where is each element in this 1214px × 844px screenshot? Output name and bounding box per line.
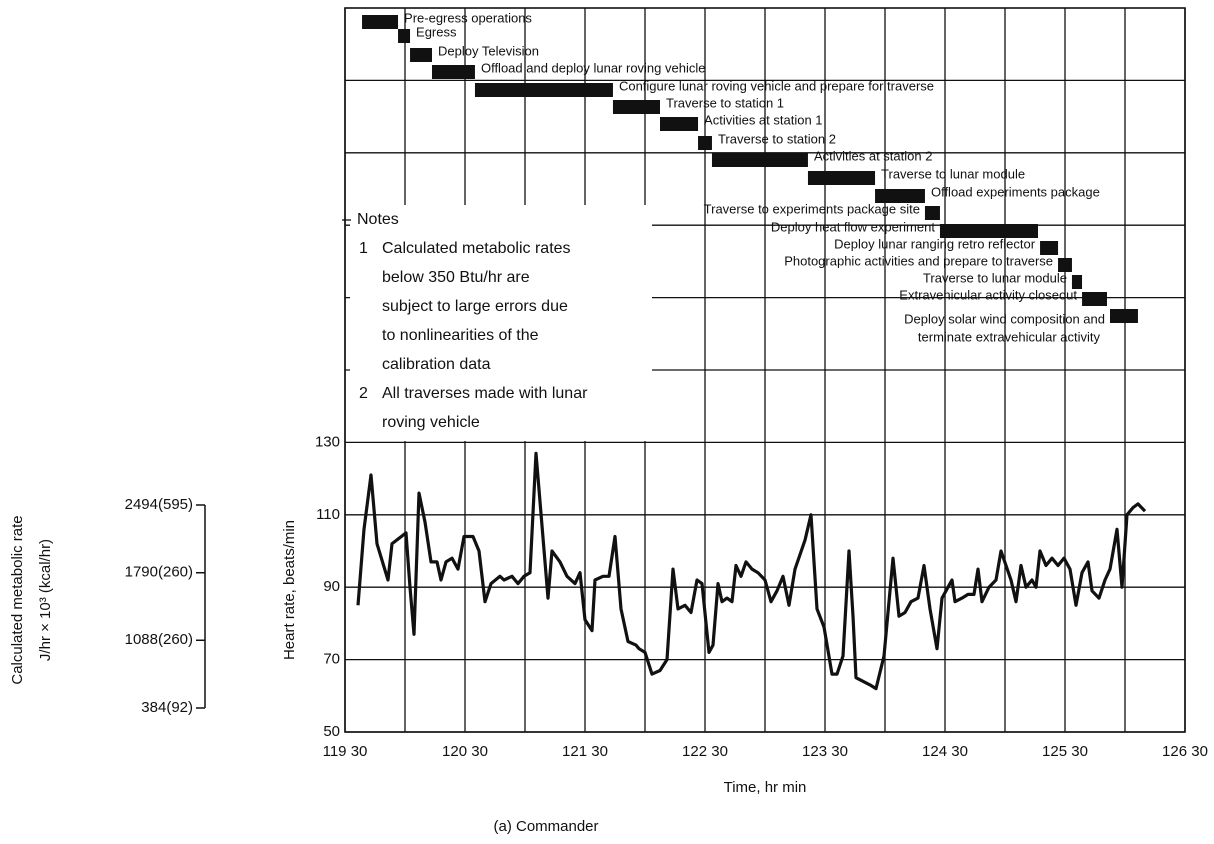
activity-label: Deploy solar wind composition and [904,311,1105,326]
x-tick-label: 123 30 [802,743,848,760]
metabolic-tick-label: 1790(260) [125,564,193,581]
activity-bar [362,15,399,29]
note-text: Calculated metabolic rates [382,240,571,257]
activity-label: Egress [416,24,457,39]
x-tick-label: 124 30 [922,743,968,760]
x-tick-label: 122 30 [682,743,728,760]
activity-bar [924,206,940,220]
activity-label: Configure lunar roving vehicle and prepa… [619,78,934,93]
activity-bar [939,224,1038,238]
x-axis-title: Time, hr min [724,779,807,796]
activity-label: Deploy Television [438,43,539,58]
note-text: subject to large errors due [382,298,568,315]
metabolic-tick-label: 1088(260) [125,631,193,648]
x-tick-label: 126 30 [1162,743,1208,760]
activity-label: Traverse to station 2 [718,131,836,146]
metabolic-axis-title: Calculated metabolic rate [9,515,26,684]
note-number: 1 [359,240,368,257]
activity-bar [1040,241,1059,255]
activity-bar [807,171,876,185]
activity-label: Offload and deploy lunar roving vehicle [481,60,706,75]
notes-box [350,205,652,441]
activity-bar [410,48,432,62]
activity-label: Traverse to lunar module [881,166,1025,181]
activity-bar [711,153,808,167]
y-tick-label: 110 [316,506,340,523]
y-axis-title: Heart rate, beats/min [281,520,298,660]
activity-label: Deploy lunar ranging retro reflector [834,236,1036,251]
x-tick-label: 121 30 [562,743,608,760]
metabolic-tick-label: 384(92) [141,699,193,716]
x-tick-label: 120 30 [442,743,488,760]
activity-bar [698,136,712,150]
activity-label: Deploy heat flow experiment [771,219,935,234]
y-tick-label: 70 [323,651,340,668]
activity-bar [660,117,699,131]
activity-label: Extravehicular activity closeout [899,287,1077,302]
note-text: to nonlinearities of the [382,327,539,344]
y-tick-label: 50 [323,723,340,740]
activity-label: Traverse to lunar module [923,270,1067,285]
activity-label: Offload experiments package [931,184,1100,199]
activity-label: Activities at station 2 [814,148,933,163]
y-tick-label: 90 [323,578,340,595]
activity-bar [1110,309,1138,323]
activity-bar [875,189,925,203]
note-text: All traverses made with lunar [382,385,588,402]
x-tick-label: 119 30 [323,743,368,760]
metabolic-tick-label: 2494(595) [125,496,193,513]
activity-bar [474,83,613,97]
activity-label: Traverse to station 1 [666,95,784,110]
note-text: below 350 Btu/hr are [382,269,530,286]
activity-bar [1082,292,1107,306]
x-tick-label: 125 30 [1042,743,1088,760]
y-tick-label: 130 [315,433,340,450]
activity-label: Traverse to experiments package site [704,201,920,216]
activity-bar [612,100,660,114]
activity-label: Photographic activities and prepare to t… [784,253,1053,268]
metabolic-axis-title: J/hr × 10³ (kcal/hr) [37,539,54,661]
activity-bar [1071,275,1083,289]
activity-bar [432,65,475,79]
note-number: 2 [359,385,368,402]
note-text: calibration data [382,356,491,373]
activity-label: Pre-egress operations [404,10,532,25]
activity-bar [1058,258,1072,272]
note-text: roving vehicle [382,414,480,431]
activity-label: Activities at station 1 [704,112,823,127]
activity-bar [398,29,411,43]
activity-label: terminate extravehicular activity [918,329,1101,344]
caption: (a) Commander [493,818,598,835]
plot-frame [344,7,1186,733]
notes-title: Notes [357,211,399,228]
heart-rate-line [356,451,1147,691]
